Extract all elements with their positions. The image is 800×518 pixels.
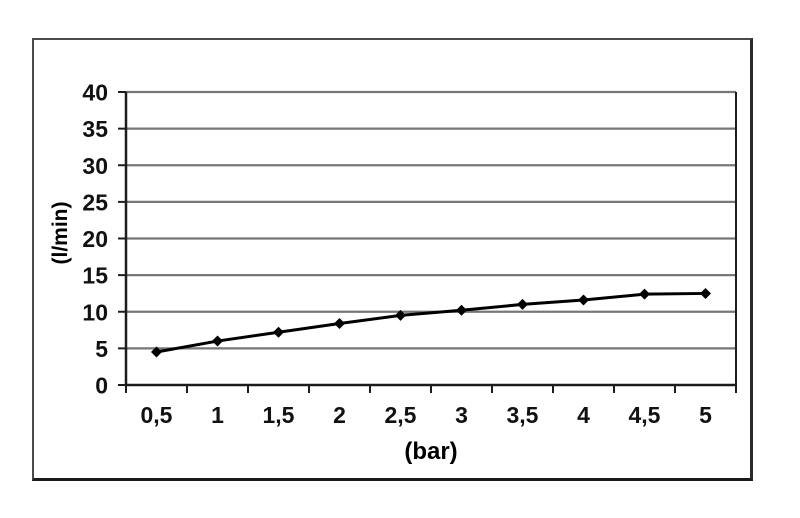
x-axis-title: (bar) [404, 438, 458, 465]
x-tick-label: 2,5 [385, 402, 417, 428]
x-tick-label: 4,5 [629, 402, 661, 428]
y-tick-label: 15 [82, 263, 108, 289]
data-point-marker [578, 294, 589, 306]
data-point-marker [700, 287, 711, 299]
pressure-flow-line-chart: 0 5 10 15 20 25 30 35 40 0,5 1 1,5 2 2,5 3 3,5 4 4,5 5 [82, 80, 737, 428]
x-tick-label: 3 [455, 402, 468, 428]
data-point-marker [395, 309, 406, 321]
series-line [155, 291, 707, 354]
y-axis-title: (l/min) [49, 201, 72, 265]
data-point-marker [517, 298, 528, 310]
x-tick-label: 0,5 [141, 402, 173, 428]
data-point-marker [212, 335, 223, 347]
x-tick-label: 4 [577, 402, 590, 428]
x-tick-label: 2 [333, 402, 346, 428]
y-tick-label: 10 [82, 299, 108, 325]
data-point-marker [334, 317, 345, 329]
x-tick-label: 1,5 [263, 402, 295, 428]
x-tick-label: 3,5 [507, 402, 539, 428]
x-tick-label: 5 [699, 402, 712, 428]
y-tick-label: 5 [95, 336, 108, 362]
data-point-marker [151, 346, 162, 358]
y-tick-label: 35 [82, 116, 108, 142]
x-tick-label: 1 [211, 402, 224, 428]
y-tick-label: 25 [82, 189, 108, 215]
y-tick-label: 30 [82, 153, 108, 179]
y-tick-label: 20 [82, 226, 108, 252]
data-point-marker [639, 288, 650, 300]
chart-frame: 0 5 10 15 20 25 30 35 40 0,5 1 1,5 2 2,5 3 3,5 4 4,5 5 (l/… [32, 38, 753, 481]
data-point-marker [273, 326, 284, 338]
y-tick-label: 0 [95, 373, 108, 399]
y-tick-label: 40 [82, 80, 108, 106]
data-point-marker [456, 304, 467, 316]
